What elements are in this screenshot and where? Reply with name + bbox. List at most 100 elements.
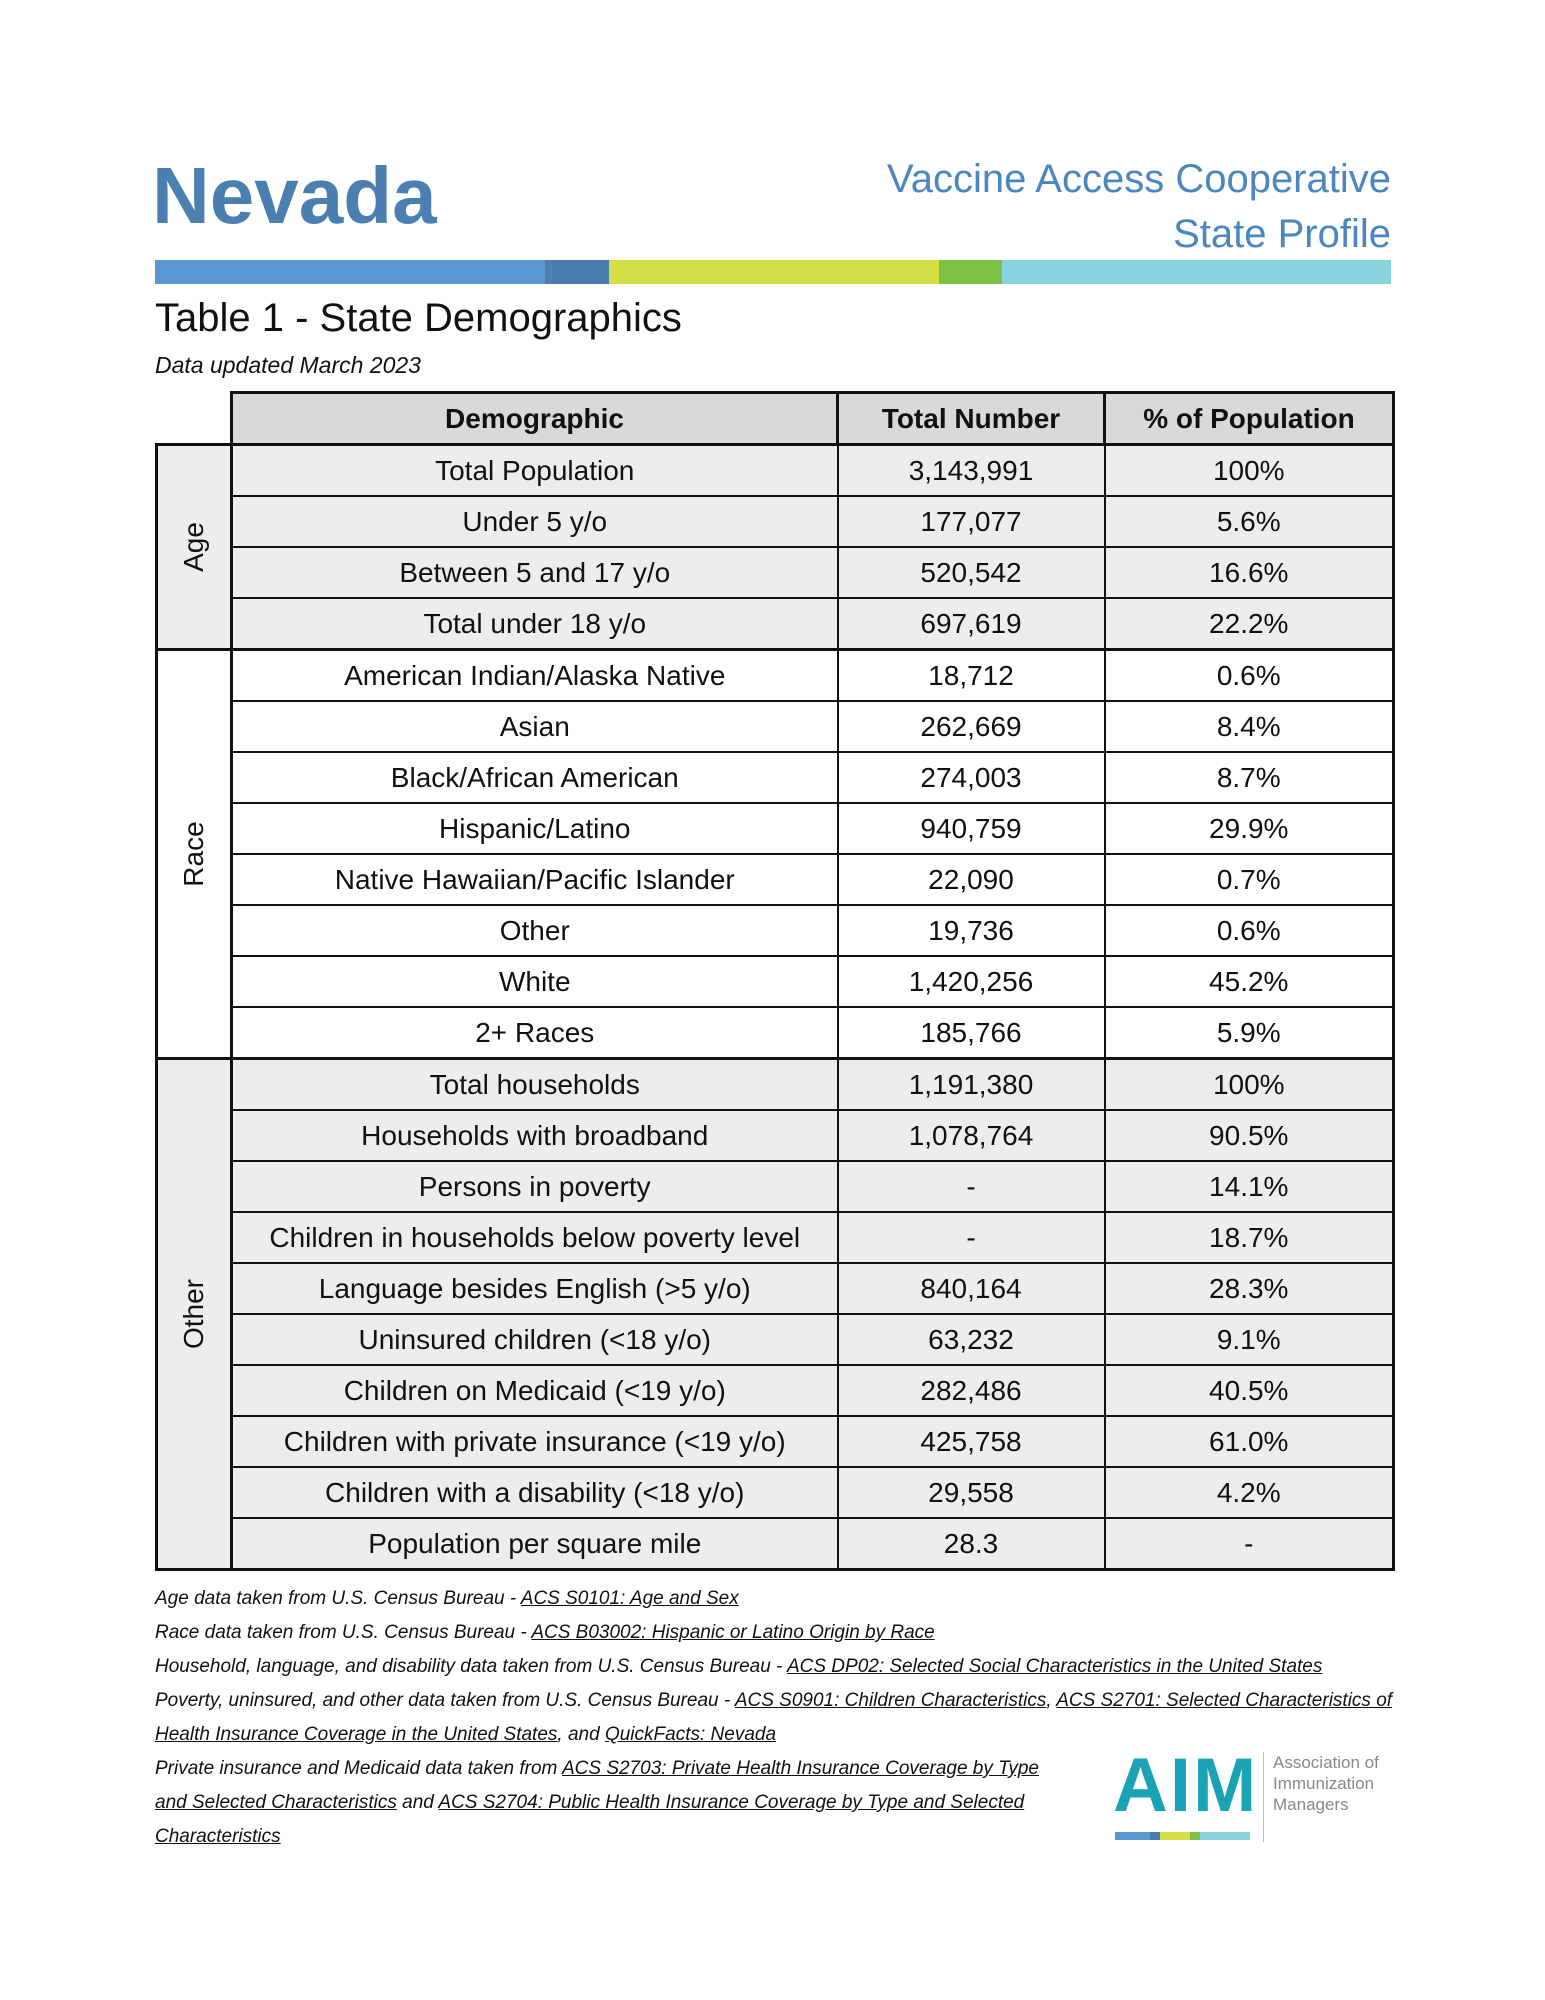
cell: 18.7%	[1103, 1211, 1395, 1264]
table-row: 2+ Races 185,766 5.9%	[157, 1006, 1395, 1060]
footnote-text: Race data taken from U.S. Census Bureau …	[155, 1622, 532, 1643]
color-bar	[155, 260, 1391, 284]
table-row: Black/African American 274,003 8.7%	[157, 751, 1395, 804]
cell: 0.6%	[1103, 904, 1395, 957]
cell: 1,191,380	[836, 1057, 1106, 1111]
footnote-text: and	[396, 1792, 439, 1813]
cell: Total Population	[230, 443, 839, 497]
table-row: Other Total households 1,191,380 100%	[155, 1057, 1395, 1571]
cell: 8.4%	[1103, 700, 1395, 753]
cell: Asian	[230, 700, 839, 753]
state-name: Nevada	[152, 151, 437, 240]
cell: 3,143,991	[836, 443, 1106, 497]
table-row: Between 5 and 17 y/o 520,542 16.6%	[157, 546, 1395, 599]
table-row: Age Total Population 3,143,991 100%	[155, 443, 1395, 651]
cell: -	[1103, 1517, 1395, 1571]
cell: American Indian/Alaska Native	[230, 648, 839, 702]
subtitle-line: Vaccine Access Cooperative	[887, 157, 1391, 201]
bar-segment	[609, 260, 939, 284]
logo-name-line: Managers	[1273, 1795, 1349, 1814]
column-header: Total Number	[836, 391, 1106, 446]
footnote: Race data taken from U.S. Census Bureau …	[155, 1616, 1395, 1650]
cell: Hispanic/Latino	[230, 802, 839, 855]
cell: 40.5%	[1103, 1364, 1395, 1417]
footnote-link: ACS S2703: Private Health Insurance Cove…	[155, 1758, 1039, 1813]
cell: 9.1%	[1103, 1313, 1395, 1366]
logo-name-line: Association of	[1273, 1753, 1379, 1772]
table-title: Table 1 - State Demographics	[155, 296, 682, 340]
cell: Children in households below poverty lev…	[230, 1211, 839, 1264]
table-row: White 1,420,256 45.2%	[157, 955, 1395, 1008]
cell: 1,420,256	[836, 955, 1106, 1008]
footnote-link: ACS S2704: Public Health Insurance Cover…	[155, 1792, 1025, 1847]
group-label: Age	[178, 522, 209, 572]
cell: 100%	[1103, 443, 1395, 497]
cell: 282,486	[836, 1364, 1106, 1417]
cell: Children with a disability (<18 y/o)	[230, 1466, 839, 1519]
group-cell: Race	[155, 648, 233, 1060]
cell: 29.9%	[1103, 802, 1395, 855]
logo-separator	[1263, 1752, 1264, 1842]
footnote-link: ACS DP02: Selected Social Characteristic…	[786, 1656, 1323, 1677]
logo-name-line: Immunization	[1273, 1774, 1375, 1793]
header-row: Demographic Total Number% of Population	[157, 391, 1395, 446]
cell: Black/African American	[230, 751, 839, 804]
cell: 177,077	[836, 495, 1106, 548]
table-row: Asian 262,669 8.4%	[157, 700, 1395, 753]
cell: Under 5 y/o	[230, 495, 839, 548]
group-label: Other	[178, 1278, 209, 1350]
footnote-link: QuickFacts: Nevada	[604, 1724, 777, 1745]
cell: 1,078,764	[836, 1109, 1106, 1162]
subtitle: Vaccine Access Cooperative State Profile	[887, 152, 1391, 262]
cell: 0.7%	[1103, 853, 1395, 906]
bar-segment	[939, 260, 1002, 284]
cell: 28.3%	[1103, 1262, 1395, 1315]
footnote-text: Age data taken from U.S. Census Bureau -	[155, 1588, 521, 1609]
cell: 5.9%	[1103, 1006, 1395, 1060]
cell: 100%	[1103, 1057, 1395, 1111]
table-row: Uninsured children (<18 y/o) 63,232 9.1%	[157, 1313, 1395, 1366]
bar-segment	[545, 260, 609, 284]
cell: Children on Medicaid (<19 y/o)	[230, 1364, 839, 1417]
cell: 19,736	[836, 904, 1106, 957]
table-row: Total under 18 y/o 697,619 22.2%	[157, 597, 1395, 651]
footnote-text: ,	[1046, 1690, 1057, 1711]
cell: 2+ Races	[230, 1006, 839, 1060]
cell: 18,712	[836, 648, 1106, 702]
cell: -	[836, 1211, 1106, 1264]
cell: Total under 18 y/o	[230, 597, 839, 651]
demographics-table: Demographic Total Number% of Population Ag…	[155, 391, 1395, 1571]
table-row: Other 19,736 0.6%	[157, 904, 1395, 957]
cell: Other	[230, 904, 839, 957]
table-row: Native Hawaiian/Pacific Islander 22,090 0.…	[157, 853, 1395, 906]
cell: 28.3	[836, 1517, 1106, 1571]
bar-segment	[1002, 260, 1391, 284]
cell: Households with broadband	[230, 1109, 839, 1162]
table-updated: Data updated March 2023	[155, 352, 421, 378]
footnote: Private insurance and Medicaid data take…	[155, 1752, 1075, 1854]
logo-bar	[1115, 1832, 1250, 1840]
table-row: Race American Indian/Alaska Native 18,712 0…	[155, 648, 1395, 1060]
table-row: Population per square mile 28.3-	[157, 1517, 1395, 1571]
group-label: Race	[178, 821, 209, 887]
cell: White	[230, 955, 839, 1008]
footnote-link: ACS B03002: Hispanic or Latino Origin by…	[531, 1622, 935, 1643]
footnote: Age data taken from U.S. Census Bureau -…	[155, 1582, 1395, 1616]
group-cell: Age	[155, 443, 233, 651]
cell: Language besides English (>5 y/o)	[230, 1262, 839, 1315]
table-row: Children with private insurance (<19 y/o…	[157, 1415, 1395, 1468]
table-row: Children in households below poverty lev…	[157, 1211, 1395, 1264]
cell: 61.0%	[1103, 1415, 1395, 1468]
cell: 697,619	[836, 597, 1106, 651]
footnote-text: Poverty, uninsured, and other data taken…	[155, 1690, 735, 1711]
footnotes: Age data taken from U.S. Census Bureau -…	[155, 1582, 1395, 1854]
cell: 262,669	[836, 700, 1106, 753]
aim-logo: AIM Association of Immunization Managers	[1113, 1743, 1393, 1845]
cell: Between 5 and 17 y/o	[230, 546, 839, 599]
cell: 22.2%	[1103, 597, 1395, 651]
cell: 5.6%	[1103, 495, 1395, 548]
cell: 940,759	[836, 802, 1106, 855]
table-row: Hispanic/Latino 940,759 29.9%	[157, 802, 1395, 855]
cell: -	[836, 1160, 1106, 1213]
